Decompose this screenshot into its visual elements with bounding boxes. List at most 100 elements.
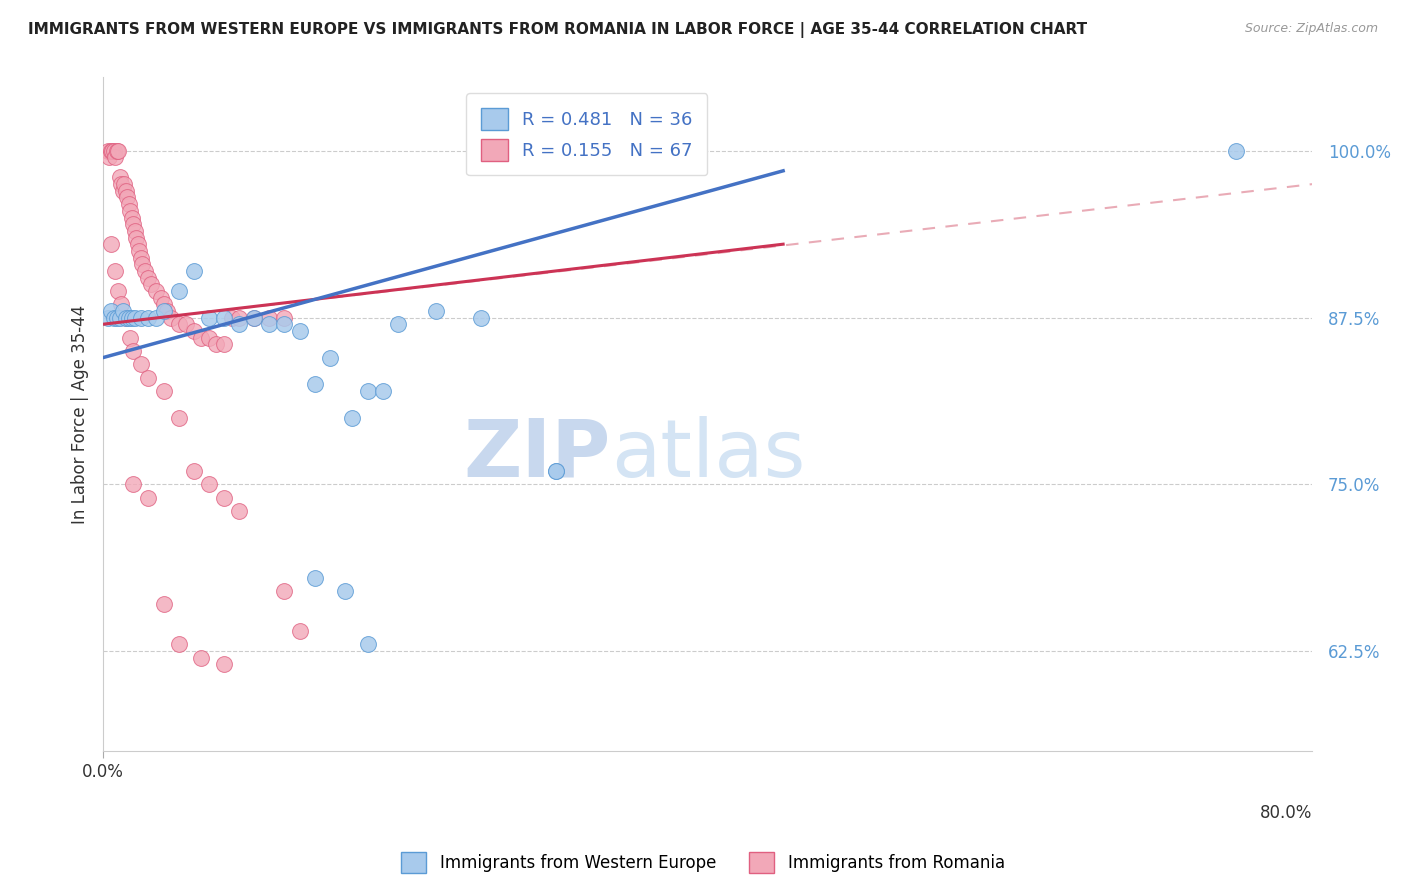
- Legend: Immigrants from Western Europe, Immigrants from Romania: Immigrants from Western Europe, Immigran…: [395, 846, 1011, 880]
- Point: [152, 297, 174, 311]
- Point: [105, 310, 128, 325]
- Point: [100, 304, 122, 318]
- Point: [174, 317, 197, 331]
- Text: 80.0%: 80.0%: [1260, 805, 1312, 822]
- Point: [259, 317, 281, 331]
- Point: [152, 304, 174, 318]
- Point: [129, 310, 152, 325]
- Point: [425, 304, 447, 318]
- Point: [228, 317, 250, 331]
- Point: [288, 624, 311, 638]
- Point: [120, 203, 142, 218]
- Point: [371, 384, 394, 398]
- Point: [167, 410, 190, 425]
- Point: [121, 310, 143, 325]
- Point: [221, 310, 243, 325]
- Point: [127, 237, 149, 252]
- Point: [105, 144, 128, 158]
- Point: [356, 637, 378, 651]
- Point: [212, 337, 235, 351]
- Point: [138, 310, 160, 325]
- Point: [104, 151, 127, 165]
- Point: [273, 317, 295, 331]
- Y-axis label: In Labor Force | Age 35-44: In Labor Force | Age 35-44: [72, 305, 89, 524]
- Point: [198, 310, 221, 325]
- Point: [117, 190, 139, 204]
- Point: [288, 324, 311, 338]
- Point: [100, 237, 122, 252]
- Point: [470, 310, 492, 325]
- Point: [141, 277, 163, 292]
- Point: [155, 304, 177, 318]
- Point: [124, 310, 146, 325]
- Point: [228, 504, 250, 518]
- Point: [118, 197, 141, 211]
- Point: [128, 244, 150, 258]
- Point: [356, 384, 378, 398]
- Point: [121, 211, 143, 225]
- Point: [97, 144, 120, 158]
- Point: [110, 297, 132, 311]
- Point: [273, 310, 295, 325]
- Point: [1225, 144, 1247, 158]
- Point: [387, 317, 409, 331]
- Point: [183, 264, 205, 278]
- Point: [167, 284, 190, 298]
- Point: [118, 310, 141, 325]
- Legend: R = 0.481   N = 36, R = 0.155   N = 67: R = 0.481 N = 36, R = 0.155 N = 67: [467, 93, 707, 175]
- Text: ZIP: ZIP: [464, 416, 610, 493]
- Point: [98, 151, 121, 165]
- Point: [104, 264, 127, 278]
- Point: [138, 491, 160, 505]
- Point: [333, 584, 356, 599]
- Point: [107, 144, 129, 158]
- Point: [152, 598, 174, 612]
- Point: [112, 177, 135, 191]
- Point: [114, 184, 136, 198]
- Point: [131, 257, 153, 271]
- Point: [125, 230, 148, 244]
- Point: [108, 310, 131, 325]
- Text: Source: ZipAtlas.com: Source: ZipAtlas.com: [1244, 22, 1378, 36]
- Point: [111, 184, 134, 198]
- Point: [145, 310, 167, 325]
- Point: [243, 310, 266, 325]
- Point: [114, 310, 136, 325]
- Point: [138, 370, 160, 384]
- Point: [212, 491, 235, 505]
- Point: [198, 477, 221, 491]
- Point: [546, 464, 568, 478]
- Point: [190, 650, 212, 665]
- Point: [342, 410, 364, 425]
- Point: [273, 584, 295, 599]
- Point: [183, 324, 205, 338]
- Point: [122, 343, 145, 358]
- Point: [134, 264, 156, 278]
- Point: [129, 251, 152, 265]
- Point: [129, 357, 152, 371]
- Point: [145, 284, 167, 298]
- Point: [111, 304, 134, 318]
- Point: [183, 464, 205, 478]
- Point: [259, 310, 281, 325]
- Point: [190, 330, 212, 344]
- Point: [120, 330, 142, 344]
- Point: [110, 177, 132, 191]
- Point: [212, 657, 235, 672]
- Point: [228, 310, 250, 325]
- Point: [108, 170, 131, 185]
- Point: [152, 384, 174, 398]
- Point: [122, 477, 145, 491]
- Point: [100, 144, 122, 158]
- Point: [198, 330, 221, 344]
- Text: IMMIGRANTS FROM WESTERN EUROPE VS IMMIGRANTS FROM ROMANIA IN LABOR FORCE | AGE 3: IMMIGRANTS FROM WESTERN EUROPE VS IMMIGR…: [28, 22, 1087, 38]
- Point: [243, 310, 266, 325]
- Point: [212, 310, 235, 325]
- Point: [546, 464, 568, 478]
- Point: [205, 337, 228, 351]
- Point: [304, 571, 326, 585]
- Point: [103, 310, 125, 325]
- Point: [304, 377, 326, 392]
- Point: [167, 637, 190, 651]
- Point: [101, 144, 124, 158]
